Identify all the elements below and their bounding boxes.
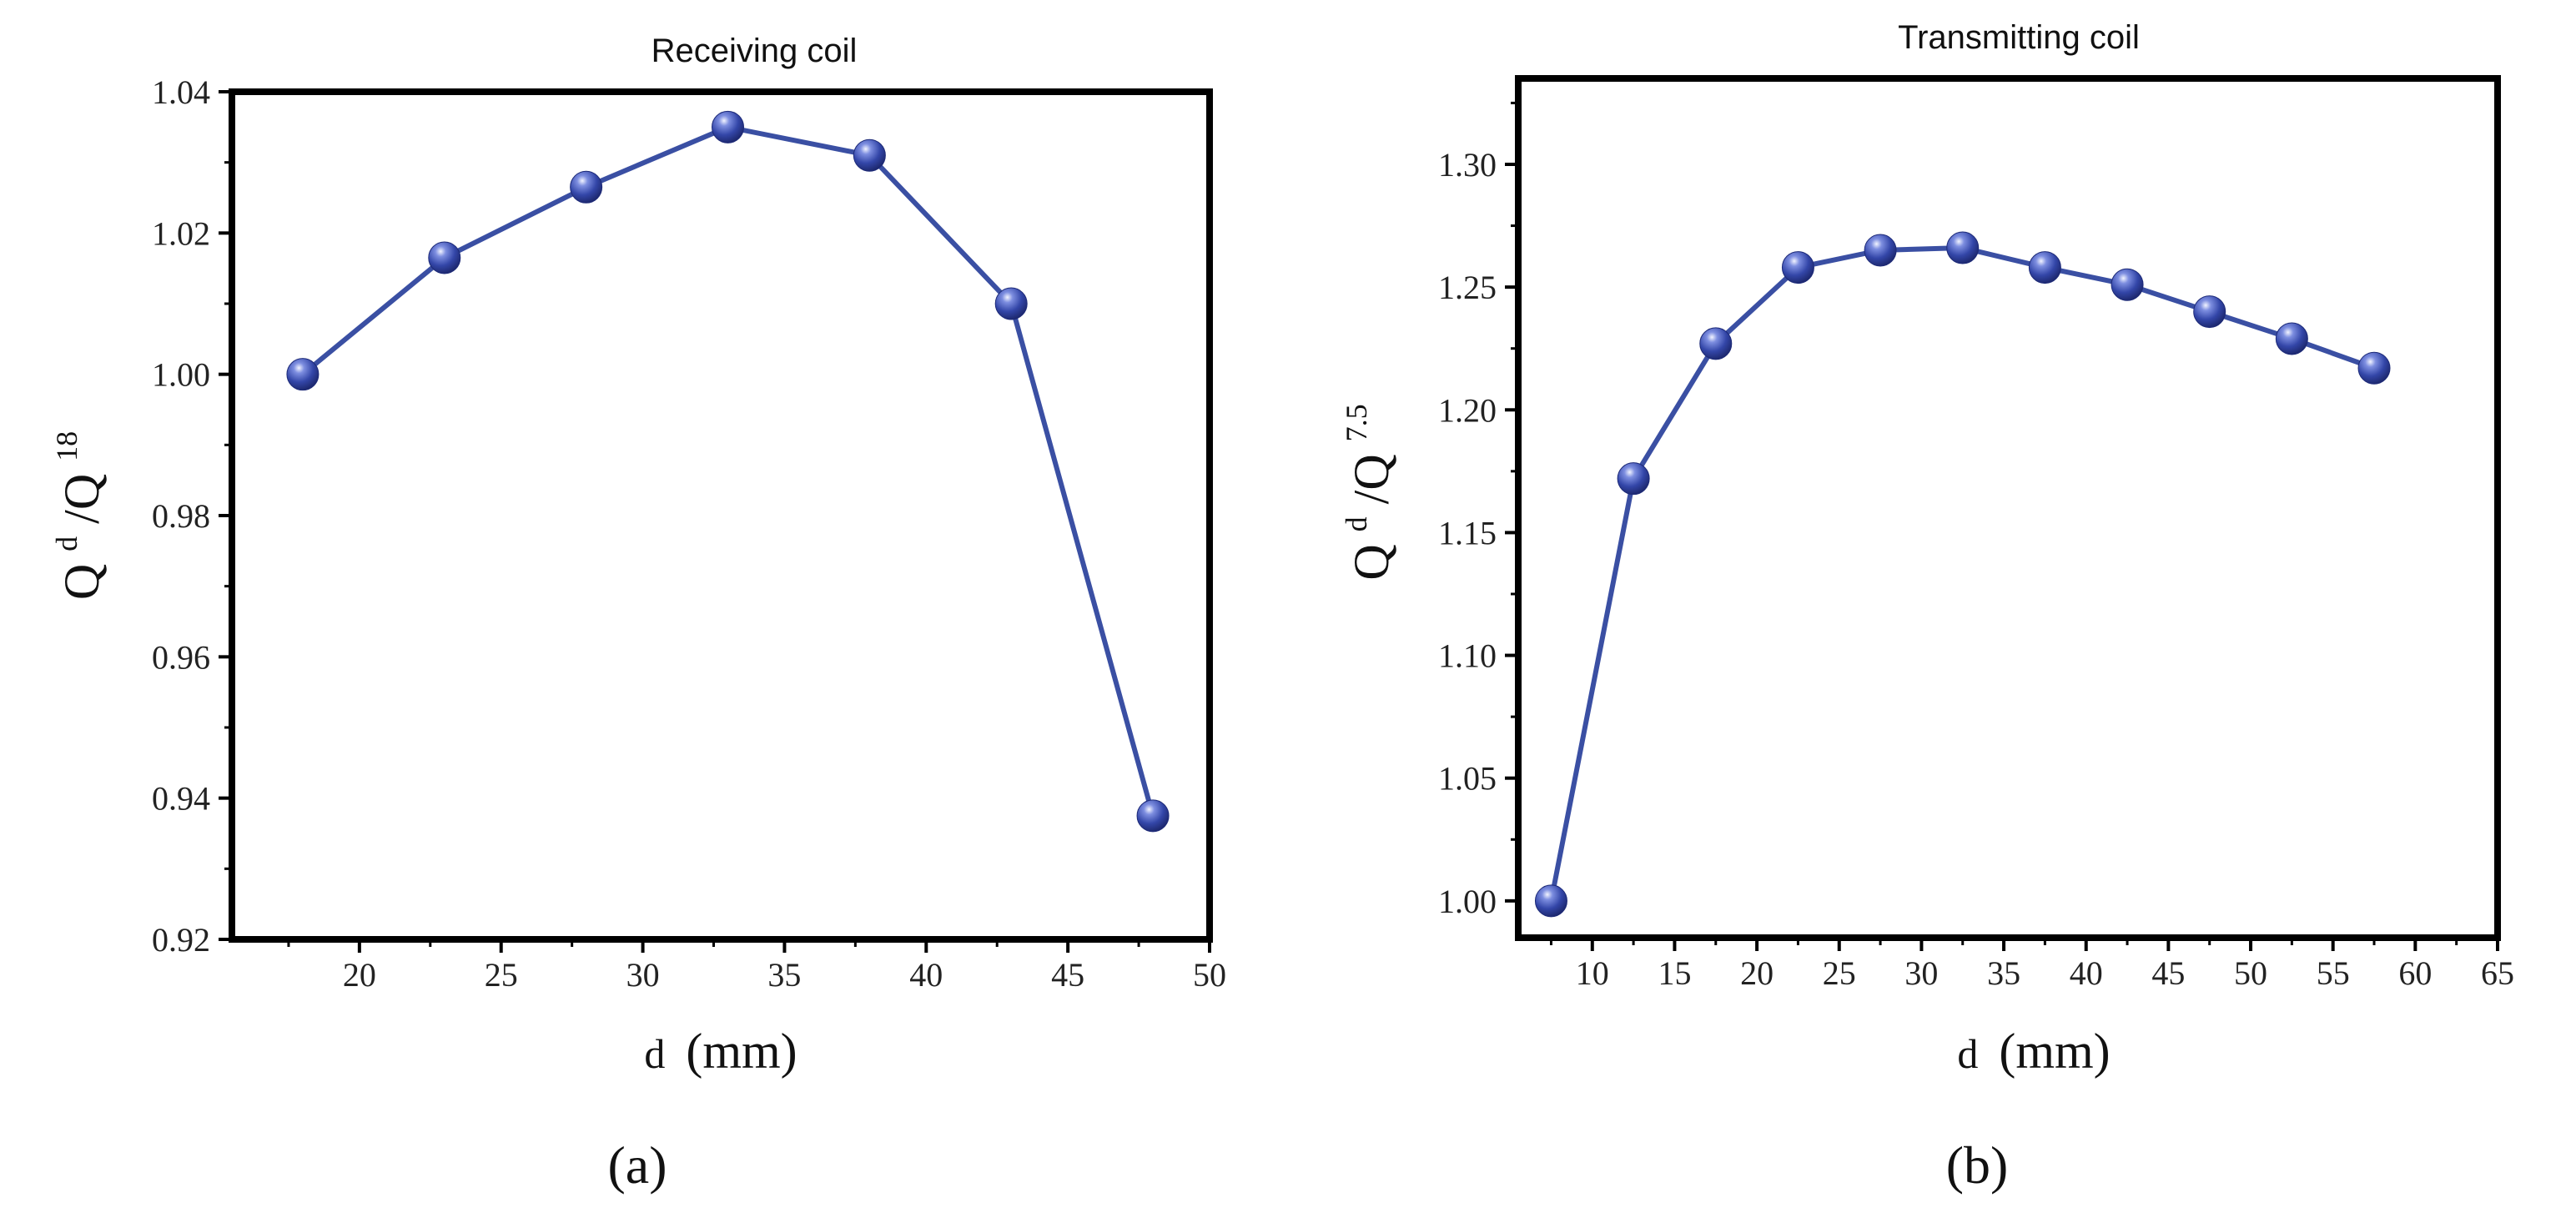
chart-a-ytick-label: 0.96 — [152, 638, 210, 676]
chart-b-ylabel-sep: /Q — [1344, 454, 1399, 504]
chart-a-panel-label: (a) — [607, 1135, 667, 1195]
chart-b-xtick-label: 55 — [2317, 954, 2350, 992]
chart-a-ytick-label: 1.04 — [152, 73, 210, 111]
chart-a-xlabel-unit: (mm) — [686, 1024, 797, 1079]
chart-a-xtick-label: 45 — [1051, 956, 1084, 994]
chart-b-ytick-label: 1.20 — [1438, 391, 1497, 429]
chart-b-data-point — [1946, 231, 1980, 264]
chart-b-xtick-label: 50 — [2234, 954, 2267, 992]
chart-a-xtick-label: 20 — [343, 956, 376, 994]
chart-b-ytick-label: 1.25 — [1438, 269, 1497, 306]
chart-b-xtick-label: 20 — [1740, 954, 1774, 992]
chart-b-ylabel: Q d /Q 7.5 — [1322, 404, 1399, 580]
chart-a-ylabel: Q d /Q 18 — [33, 431, 109, 600]
chart-b-ylabel-sup-num: d — [1340, 516, 1373, 531]
chart-a-ytick-label: 0.92 — [152, 921, 210, 959]
chart-b-xtick-label: 35 — [1987, 954, 2020, 992]
chart-b-xtick-label: 60 — [2398, 954, 2432, 992]
chart-b-ytick-label: 1.30 — [1438, 146, 1497, 184]
chart-b-data-point — [1699, 327, 1733, 360]
svg-text:Q d /Q: Q d /Q 7.5 — [1322, 404, 1399, 580]
chart-a-axes: 20 25 30 35 40 45 50 0.92 0.94 0.96 0.98 1.00 1.02 1.… — [152, 73, 1226, 994]
chart-b-panel-label: (b) — [1946, 1135, 2009, 1195]
chart-a-data-point — [853, 138, 886, 172]
chart-a-xtick-label: 30 — [626, 956, 660, 994]
chart-b-series — [1534, 231, 2391, 918]
chart-a-xtick-label: 50 — [1193, 956, 1226, 994]
chart-b-xlabel-var: d — [1957, 1030, 1978, 1077]
chart-a-ytick-label: 1.02 — [152, 214, 210, 252]
chart-a-data-point — [286, 358, 319, 391]
svg-text:Q d /Q: Q d /Q 18 — [33, 431, 109, 600]
chart-b-xtick-label: 65 — [2481, 954, 2514, 992]
chart-a-ytick-label: 0.98 — [152, 497, 210, 535]
chart-b-frame — [1515, 75, 2501, 941]
chart-panel-b: Transmitting coil 10 15 20 25 30 35 40 45 50 55 60… — [1322, 19, 2514, 1195]
chart-a-xtick-label: 25 — [485, 956, 518, 994]
chart-a-data-point — [1136, 799, 1170, 833]
chart-b-xtick-label: 45 — [2151, 954, 2185, 992]
chart-a-frame — [229, 88, 1213, 943]
chart-b-data-point — [2193, 295, 2226, 329]
chart-b-xlabel-unit: (mm) — [1999, 1024, 2110, 1079]
chart-a-ylabel-sup-num: d — [50, 536, 83, 551]
chart-a-ylabel-sep: /Q — [54, 474, 109, 524]
chart-panel-a: Receiving coil 20 25 30 35 40 45 50 0.92 0.94 0.9… — [33, 33, 1226, 1195]
chart-b-data-point — [2111, 268, 2144, 301]
chart-a-data-point — [428, 241, 461, 274]
chart-b-data-point — [2275, 322, 2308, 355]
chart-b-xtick-label: 15 — [1658, 954, 1691, 992]
chart-b-ylabel-base: Q — [1344, 544, 1399, 580]
chart-a-data-point — [570, 170, 603, 204]
chart-a-ylabel-base: Q — [54, 564, 109, 600]
chart-b-data-point — [1534, 884, 1567, 918]
chart-b-data-point — [1864, 234, 1897, 267]
chart-a-series — [286, 110, 1170, 833]
chart-a-xtick-label: 40 — [909, 956, 943, 994]
chart-b-data-point — [2357, 351, 2391, 385]
chart-b-xtick-label: 40 — [2070, 954, 2103, 992]
chart-b-ytick-label: 1.10 — [1438, 637, 1497, 675]
chart-b-ytick-label: 1.05 — [1438, 760, 1497, 798]
chart-a-series-line — [301, 124, 1155, 817]
chart-a-xtick-label: 35 — [767, 956, 801, 994]
chart-a-ylabel-sup-den: 18 — [50, 431, 83, 461]
chart-b-title: Transmitting coil — [1898, 19, 2140, 56]
chart-a-ytick-label: 1.00 — [152, 356, 210, 394]
chart-a-xlabel: d (mm) — [644, 1024, 797, 1079]
chart-b-xtick-label: 10 — [1576, 954, 1609, 992]
chart-b-series-line — [1548, 245, 2376, 902]
chart-b-data-point — [2028, 251, 2061, 284]
chart-a-xlabel-var: d — [644, 1030, 665, 1077]
chart-b-axes: 10 15 20 25 30 35 40 45 50 55 60 65 1.00 1.05 1.10 1.15… — [1438, 101, 2514, 992]
chart-b-ylabel-sup-den: 7.5 — [1340, 404, 1373, 441]
chart-b-ytick-label: 1.15 — [1438, 514, 1497, 551]
chart-b-data-point — [1781, 251, 1814, 284]
chart-a-title: Receiving coil — [652, 33, 858, 69]
chart-b-ytick-label: 1.00 — [1438, 883, 1497, 920]
chart-a-ytick-label: 0.94 — [152, 780, 210, 818]
chart-b-xlabel: d (mm) — [1957, 1024, 2110, 1079]
chart-a-data-point — [711, 110, 744, 143]
chart-a-data-point — [994, 287, 1028, 320]
chart-b-data-point — [1617, 462, 1650, 496]
chart-b-xtick-label: 25 — [1823, 954, 1856, 992]
chart-b-xtick-label: 30 — [1904, 954, 1938, 992]
